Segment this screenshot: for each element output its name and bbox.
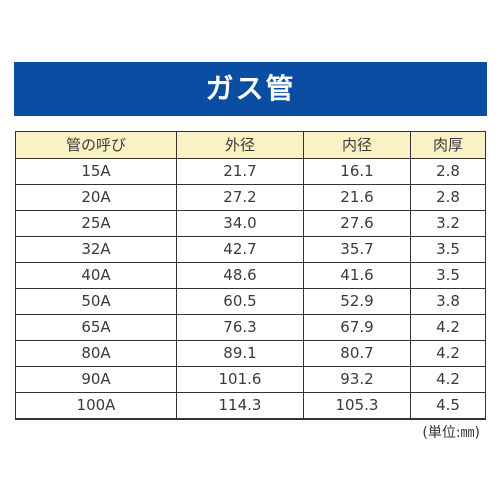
cell-outer-diameter: 101.6 <box>176 366 304 393</box>
cell-inner-diameter: 27.6 <box>303 210 411 237</box>
cell-inner-diameter: 93.2 <box>303 366 411 393</box>
page-title: ガス管 <box>205 72 296 105</box>
gas-pipe-spec-table: 管の呼び 外径 内径 肉厚 15A 21.7 16.1 2.8 20A 27.2… <box>15 131 486 420</box>
cell-nominal-size: 80A <box>15 340 177 367</box>
cell-outer-diameter: 34.0 <box>176 210 304 237</box>
cell-wall-thickness: 3.5 <box>410 262 486 289</box>
cell-inner-diameter: 105.3 <box>303 392 411 420</box>
header-nominal-size: 管の呼び <box>15 131 177 159</box>
cell-nominal-size: 32A <box>15 236 177 263</box>
table-row: 65A 76.3 67.9 4.2 <box>15 314 486 341</box>
cell-wall-thickness: 3.2 <box>410 210 486 237</box>
cell-outer-diameter: 48.6 <box>176 262 304 289</box>
table-row: 100A 114.3 105.3 4.5 <box>15 392 486 420</box>
cell-outer-diameter: 42.7 <box>176 236 304 263</box>
cell-wall-thickness: 4.5 <box>410 392 486 420</box>
header-wall-thickness: 肉厚 <box>410 131 486 159</box>
cell-wall-thickness: 2.8 <box>410 158 486 185</box>
cell-wall-thickness: 2.8 <box>410 184 486 211</box>
cell-inner-diameter: 67.9 <box>303 314 411 341</box>
unit-note: (単位:㎜) <box>422 425 480 441</box>
cell-inner-diameter: 16.1 <box>303 158 411 185</box>
cell-inner-diameter: 52.9 <box>303 288 411 315</box>
table-row: 25A 34.0 27.6 3.2 <box>15 210 486 237</box>
cell-nominal-size: 40A <box>15 262 177 289</box>
table-row: 80A 89.1 80.7 4.2 <box>15 340 486 367</box>
cell-inner-diameter: 41.6 <box>303 262 411 289</box>
table-row: 20A 27.2 21.6 2.8 <box>15 184 486 211</box>
cell-outer-diameter: 114.3 <box>176 392 304 420</box>
header-outer-diameter: 外径 <box>176 131 304 159</box>
cell-wall-thickness: 4.2 <box>410 366 486 393</box>
cell-wall-thickness: 3.8 <box>410 288 486 315</box>
table-header-row: 管の呼び 外径 内径 肉厚 <box>15 131 486 159</box>
cell-inner-diameter: 80.7 <box>303 340 411 367</box>
table-row: 90A 101.6 93.2 4.2 <box>15 366 486 393</box>
cell-nominal-size: 25A <box>15 210 177 237</box>
cell-outer-diameter: 76.3 <box>176 314 304 341</box>
cell-wall-thickness: 3.5 <box>410 236 486 263</box>
cell-nominal-size: 65A <box>15 314 177 341</box>
cell-outer-diameter: 27.2 <box>176 184 304 211</box>
header-inner-diameter: 内径 <box>303 131 411 159</box>
cell-wall-thickness: 4.2 <box>410 314 486 341</box>
cell-inner-diameter: 21.6 <box>303 184 411 211</box>
table-row: 40A 48.6 41.6 3.5 <box>15 262 486 289</box>
cell-outer-diameter: 60.5 <box>176 288 304 315</box>
cell-wall-thickness: 4.2 <box>410 340 486 367</box>
cell-nominal-size: 15A <box>15 158 177 185</box>
cell-nominal-size: 50A <box>15 288 177 315</box>
cell-outer-diameter: 21.7 <box>176 158 304 185</box>
cell-nominal-size: 20A <box>15 184 177 211</box>
table-row: 32A 42.7 35.7 3.5 <box>15 236 486 263</box>
cell-inner-diameter: 35.7 <box>303 236 411 263</box>
title-banner: ガス管 <box>14 62 487 116</box>
cell-outer-diameter: 89.1 <box>176 340 304 367</box>
table-row: 15A 21.7 16.1 2.8 <box>15 158 486 185</box>
cell-nominal-size: 100A <box>15 392 177 420</box>
table-row: 50A 60.5 52.9 3.8 <box>15 288 486 315</box>
cell-nominal-size: 90A <box>15 366 177 393</box>
